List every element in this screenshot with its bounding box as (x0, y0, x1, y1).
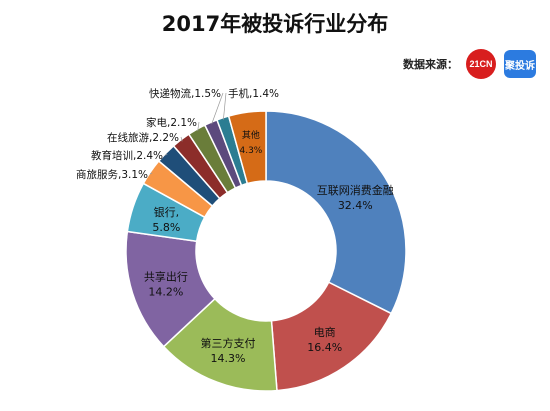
chart-title: 2017年被投诉行业分布 (161, 12, 389, 36)
slice-label-8: 家电,2.1% (146, 116, 197, 129)
data-source-label: 数据来源： (403, 58, 458, 71)
logo-21cn: 21CN (466, 49, 496, 79)
slice-label-name-2: 第三方支付 (200, 336, 255, 350)
leader-line-5 (149, 172, 153, 175)
slice-label-9: 快递物流,1.5% (149, 87, 221, 100)
slice-label-7: 在线旅游,2.2% (107, 131, 179, 144)
leader-line-10 (223, 92, 227, 120)
leader-line-7 (180, 136, 183, 142)
slice-label-name-1: 电商 (314, 325, 336, 339)
slice-label-value-1: 16.4% (307, 341, 342, 354)
slice-label-value-3: 14.2% (148, 286, 183, 299)
slice-label-value-4: 5.8% (152, 221, 180, 234)
leader-line-8 (197, 121, 200, 132)
slice-labels: 互联网消费金融 32.4% 电商 16.4% 第三方支付 14.3% 共享出行 14.2% 银行… (76, 87, 394, 365)
slice-label-6: 教育培训,2.4% (91, 149, 163, 162)
slice-label-name-3: 共享出行 (144, 270, 188, 284)
slice-11 (227, 110, 267, 185)
logo-jutousu: 聚投诉 (504, 50, 536, 78)
slice-label-10: 手机,1.4% (228, 87, 279, 100)
slice-label-name-0: 互联网消费金融 (317, 183, 394, 197)
leader-line-9 (211, 92, 224, 125)
slice-label-value-2: 14.3% (211, 352, 246, 365)
slice-label-value-11: 4.3% (239, 146, 262, 156)
slice-label-name-4: 银行, (154, 205, 180, 219)
slice-label-value-0: 32.4% (338, 199, 373, 212)
slices (125, 110, 407, 392)
data-source: 数据来源： 21CN 聚投诉 (403, 49, 536, 79)
slice-0 (265, 110, 407, 315)
slice-label-5: 商旅服务,3.1% (76, 168, 148, 181)
slice-label-name-11: 其他 (242, 129, 260, 141)
